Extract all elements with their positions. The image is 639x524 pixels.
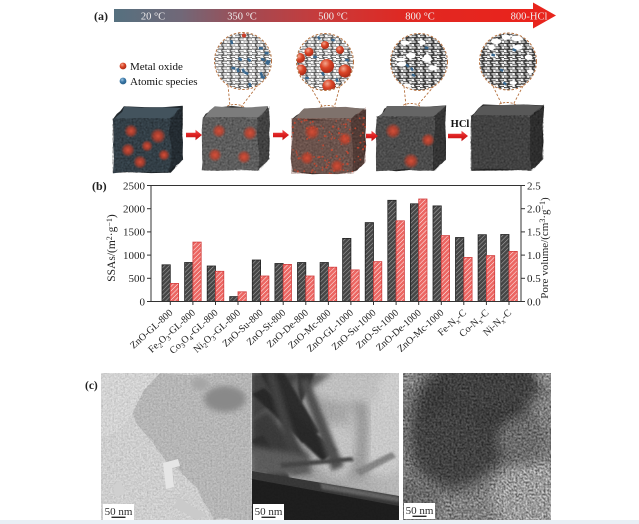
svg-text:800-HCl: 800-HCl [511, 11, 548, 22]
svg-text:50 nm: 50 nm [406, 505, 434, 517]
svg-text:(b): (b) [92, 179, 107, 193]
svg-text:2.0: 2.0 [527, 204, 541, 216]
svg-text:800 °C: 800 °C [405, 11, 435, 22]
svg-text:350 °C: 350 °C [227, 11, 257, 22]
svg-text:20 °C: 20 °C [141, 11, 165, 22]
svg-text:Atomic species: Atomic species [130, 76, 198, 88]
svg-text:2500: 2500 [123, 180, 146, 192]
svg-text:(a): (a) [94, 9, 108, 23]
svg-text:0: 0 [140, 296, 146, 308]
svg-text:Metal oxide: Metal oxide [130, 61, 183, 73]
svg-text:0.0: 0.0 [527, 296, 541, 308]
svg-text:2000: 2000 [123, 204, 146, 216]
svg-text:2.5: 2.5 [527, 180, 541, 192]
svg-text:1500: 1500 [123, 227, 146, 239]
svg-text:SSAs/(m2·g−1): SSAs/(m2·g−1) [105, 214, 118, 282]
svg-text:50 nm: 50 nm [255, 506, 283, 518]
svg-text:1.0: 1.0 [527, 250, 541, 262]
svg-text:Pore volume/(cm3·g−1): Pore volume/(cm3·g−1) [538, 197, 551, 299]
svg-text:HCl: HCl [451, 119, 470, 130]
svg-text:500 °C: 500 °C [318, 11, 348, 22]
svg-text:1000: 1000 [123, 250, 146, 262]
svg-text:50 nm: 50 nm [105, 506, 133, 518]
svg-text:1.5: 1.5 [527, 227, 541, 239]
svg-text:(c): (c) [85, 380, 98, 392]
svg-text:0.5: 0.5 [527, 273, 541, 285]
svg-text:500: 500 [129, 273, 146, 285]
